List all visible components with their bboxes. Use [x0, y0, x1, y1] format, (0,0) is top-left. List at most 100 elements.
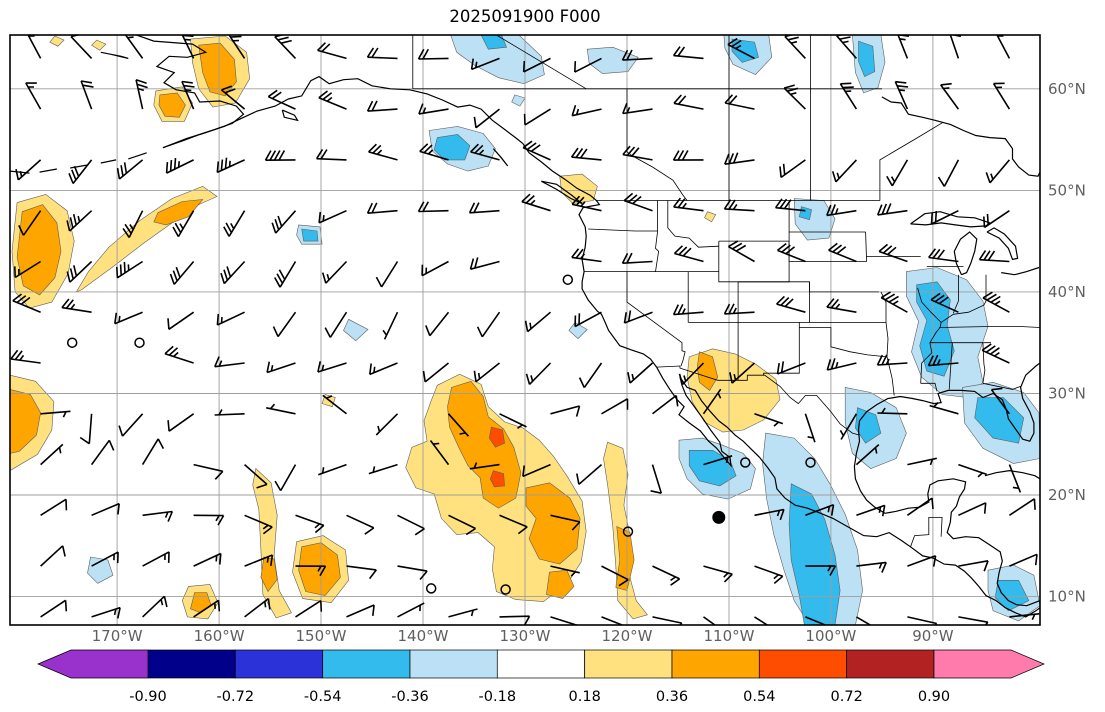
wind-barb	[826, 298, 857, 313]
wind-barb	[958, 560, 989, 572]
wind-barb	[826, 204, 857, 217]
wind-barb	[473, 362, 500, 383]
coastline	[1001, 266, 1040, 276]
wind-barb	[141, 438, 165, 466]
colorbar-under-arrow	[37, 649, 149, 679]
colorbar-segment	[322, 649, 411, 679]
wind-barb	[40, 443, 64, 466]
wind-barb	[476, 311, 501, 338]
wind-barb	[346, 565, 377, 580]
wind-barb	[672, 150, 704, 161]
wind-barb	[448, 608, 478, 618]
wind-barb	[839, 413, 858, 440]
wind-barb	[181, 35, 195, 59]
wind-barb	[886, 159, 909, 187]
wind-barb	[18, 210, 42, 236]
wind-barb	[274, 464, 297, 492]
wind-barb	[164, 345, 194, 364]
wind-barb	[724, 152, 755, 165]
wind-barb	[622, 145, 653, 161]
wind-barb	[1009, 613, 1040, 621]
wind-barb	[116, 260, 144, 279]
shaded-region-p1	[49, 35, 65, 47]
coastline	[100, 51, 129, 59]
wind-barb	[754, 413, 784, 427]
wind-barb	[855, 444, 880, 466]
shaded-region-n2	[480, 35, 508, 50]
wind-barb	[678, 362, 705, 386]
coastline	[522, 143, 658, 368]
wind-barb	[295, 600, 323, 618]
shaded-region-n2	[994, 579, 1030, 612]
colorbar-tick-label: -0.36	[391, 689, 429, 705]
coastline	[986, 227, 1019, 261]
wind-barb	[91, 502, 120, 517]
wind-barb	[418, 103, 449, 115]
wind-barb	[623, 310, 653, 324]
wind-barb	[425, 311, 450, 337]
wind-barb	[366, 47, 398, 60]
wind-barb	[429, 440, 450, 466]
wind-barb	[15, 159, 42, 181]
wind-barb	[929, 402, 959, 415]
wind-barb	[470, 143, 500, 161]
wind-barb	[723, 199, 755, 212]
political-border	[879, 121, 944, 201]
wind-barb	[906, 497, 934, 516]
wind-barb	[523, 108, 551, 126]
wind-barb	[244, 597, 271, 618]
wind-barb	[876, 354, 908, 366]
colorbar-tick-label: 0.18	[569, 689, 601, 705]
wind-barb	[702, 388, 722, 415]
wind-barb	[318, 90, 347, 110]
colorbar-segment	[758, 649, 847, 679]
shaded-region-n1	[793, 198, 836, 241]
colorbar-segment	[496, 649, 585, 679]
shaded-region-n2	[855, 407, 882, 444]
wind-barb	[244, 514, 273, 535]
wind-barb	[856, 561, 887, 573]
political-border	[626, 88, 688, 201]
wind-barb	[578, 362, 603, 389]
wind-barb	[193, 514, 225, 526]
wind-barb	[672, 46, 704, 60]
longitude-tick-label: 160°W	[194, 627, 245, 645]
wind-barb	[167, 311, 195, 330]
wind-barb	[930, 292, 959, 313]
longitude-tick-label: 100°W	[805, 627, 856, 645]
coastline	[70, 164, 88, 169]
colorbar-segment	[671, 649, 760, 679]
wind-barb	[550, 514, 581, 531]
shaded-region-n1	[343, 318, 369, 342]
wind-barb	[274, 35, 297, 59]
wind-barb	[473, 108, 500, 129]
wind-barb	[754, 616, 769, 625]
wind-barb	[570, 147, 602, 161]
wind-barb	[91, 551, 119, 567]
coastline	[281, 109, 299, 122]
wind-barb	[828, 242, 857, 263]
wind-barb	[135, 79, 148, 110]
wind-barb	[804, 413, 816, 443]
wind-barb	[61, 298, 92, 313]
wind-barb	[368, 143, 398, 161]
wind-barb	[703, 616, 717, 625]
wind-barb	[650, 464, 663, 494]
wind-barb	[550, 565, 580, 577]
colorbar-segment	[846, 649, 935, 679]
wind-barb	[937, 159, 960, 187]
wind-barb	[992, 82, 1011, 110]
calm-wind-marker	[622, 526, 634, 537]
wind-barb	[981, 343, 1010, 364]
wind-barb	[521, 193, 551, 212]
wind-barb	[70, 35, 93, 59]
wind-barb	[468, 202, 500, 214]
colorbar-tick-label: -0.54	[304, 689, 342, 705]
wind-barb	[576, 463, 603, 485]
wind-barb	[66, 260, 93, 283]
wind-barb	[673, 197, 704, 212]
wind-barb	[836, 35, 858, 59]
wind-barb	[169, 260, 195, 285]
latitude-tick-label: 20°N	[1048, 486, 1086, 504]
shaded-region-p2	[10, 389, 41, 454]
